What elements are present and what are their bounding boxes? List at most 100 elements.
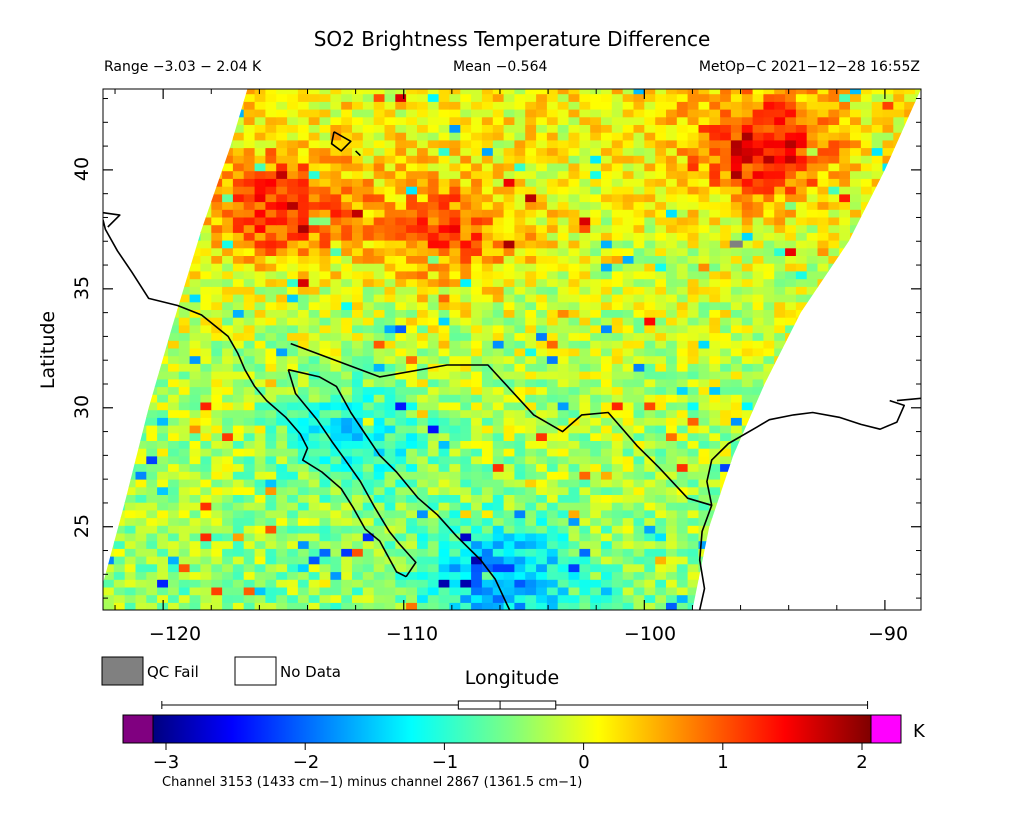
swath-cell-955 [568, 509, 580, 519]
swath-cell-31 [438, 602, 450, 610]
swath-cell-2076 [362, 394, 375, 403]
swath-cell-2676 [276, 332, 288, 341]
swath-cell-2081 [417, 394, 429, 403]
swath-cell-922 [211, 509, 223, 519]
swath-cell-337 [460, 571, 472, 580]
swath-cell-1763 [265, 425, 277, 434]
swath-cell-2473 [546, 355, 559, 364]
swath-cell-3718 [860, 232, 873, 241]
swath-cell-2334 [687, 371, 699, 380]
swath-cell-4223 [568, 178, 580, 187]
swath-cell-2619 [481, 340, 494, 349]
swath-cell-2406 [644, 363, 656, 372]
swath-cell-1665 [850, 440, 862, 449]
swath-cell-1183 [568, 486, 580, 495]
swath-cell-3562 [817, 247, 829, 256]
swath-cell-2408 [666, 363, 678, 372]
swath-cell-3533 [503, 247, 515, 256]
swath-cell-256 [406, 579, 418, 588]
swath-cell-4853 [806, 116, 819, 125]
swath-cell-4210 [427, 178, 440, 187]
swath-cell-3041 [113, 294, 126, 303]
swath-cell-214 [774, 586, 786, 596]
swath-cell-3766 [557, 224, 570, 233]
swath-cell-894 [730, 517, 743, 526]
swath-cell-4621 [763, 139, 775, 149]
swath-cell-2591 [178, 340, 191, 349]
swath-cell-2545 [503, 347, 515, 357]
swath-cell-1756 [189, 425, 201, 434]
swath-cell-2938 [644, 309, 656, 318]
swath-cell-301 [893, 579, 905, 588]
swath-cell-4234 [687, 178, 699, 187]
swath-cell-709 [373, 532, 386, 542]
swath-cell-3248 [709, 278, 721, 287]
swath-cell-3123 [178, 286, 191, 295]
swath-cell-751 [828, 532, 840, 542]
swath-cell-459 [135, 556, 147, 565]
swath-cell-1515 [871, 455, 884, 465]
swath-cell-4356 [362, 162, 375, 172]
swath-cell-4311 [698, 170, 710, 179]
swath-cell-171 [308, 586, 321, 596]
swath-cell-1305 [243, 471, 256, 480]
swath-cell-1613 [287, 440, 299, 449]
swath-cell-1156 [276, 486, 288, 495]
swath-cell-2738 [124, 324, 137, 334]
swath-cell-3577 [157, 240, 169, 249]
swath-cell-4953 [243, 101, 256, 110]
swath-cell-348 [579, 571, 591, 580]
swath-cell-63 [785, 602, 797, 610]
swath-cell-2113 [763, 394, 775, 403]
swath-cell-1408 [536, 463, 548, 472]
swath-cell-2682 [341, 332, 353, 341]
swath-cell-2899 [222, 309, 234, 318]
swath-cell-3789 [806, 224, 819, 233]
swath-cell-4076 [622, 193, 635, 203]
swath-cell-2070 [297, 394, 310, 403]
swath-cell-612 [146, 540, 158, 549]
swath-cell-3654 [168, 232, 180, 241]
swath-cell-4720 [189, 124, 201, 133]
swath-cell-680 [882, 540, 894, 549]
swath-cell-1379 [222, 463, 234, 472]
swath-cell-1364 [882, 471, 894, 480]
swath-cell-4383 [655, 162, 667, 172]
swath-cell-4862 [904, 116, 916, 125]
swath-cell-2566 [730, 347, 743, 357]
swath-cell-4973 [460, 101, 472, 110]
swath-cell-4378 [601, 162, 613, 172]
swath-cell-4094 [817, 193, 829, 203]
swath-cell-3609 [503, 240, 515, 249]
swath-cell-2636 [666, 340, 678, 349]
swath-cell-3217 [373, 278, 386, 287]
swath-cell-3162 [601, 286, 613, 295]
swath-cell-4014 [774, 201, 786, 210]
swath-cell-1259 [568, 479, 580, 488]
swath-cell-4419 [222, 155, 234, 164]
swath-cell-2635 [655, 340, 667, 349]
swath-cell-2638 [687, 340, 699, 349]
swath-cell-4532 [622, 147, 635, 156]
swath-cell-3921 [590, 209, 602, 218]
swath-cell-2004 [406, 401, 418, 411]
swath-cell-3838 [514, 216, 526, 226]
swath-cell-3827 [395, 216, 407, 226]
swath-cell-1836 [232, 417, 245, 426]
swath-cell-2979 [265, 301, 277, 310]
swath-cell-480 [362, 556, 375, 565]
swath-cell-3554 [730, 247, 743, 256]
swath-cell-3482 [774, 255, 786, 264]
swath-cell-3808 [189, 216, 201, 226]
swath-cell-2241 [503, 378, 515, 388]
swath-cell-1829 [157, 417, 169, 426]
swath-cell-4530 [601, 147, 613, 156]
swath-cell-567 [481, 548, 494, 557]
swath-cell-3249 [720, 278, 732, 287]
swath-cell-1546 [384, 448, 396, 457]
swath-cell-3146 [427, 286, 440, 295]
swath-cell-2184 [709, 386, 721, 395]
swath-cell-2352 [882, 371, 894, 380]
swath-cell-3064 [362, 294, 375, 303]
